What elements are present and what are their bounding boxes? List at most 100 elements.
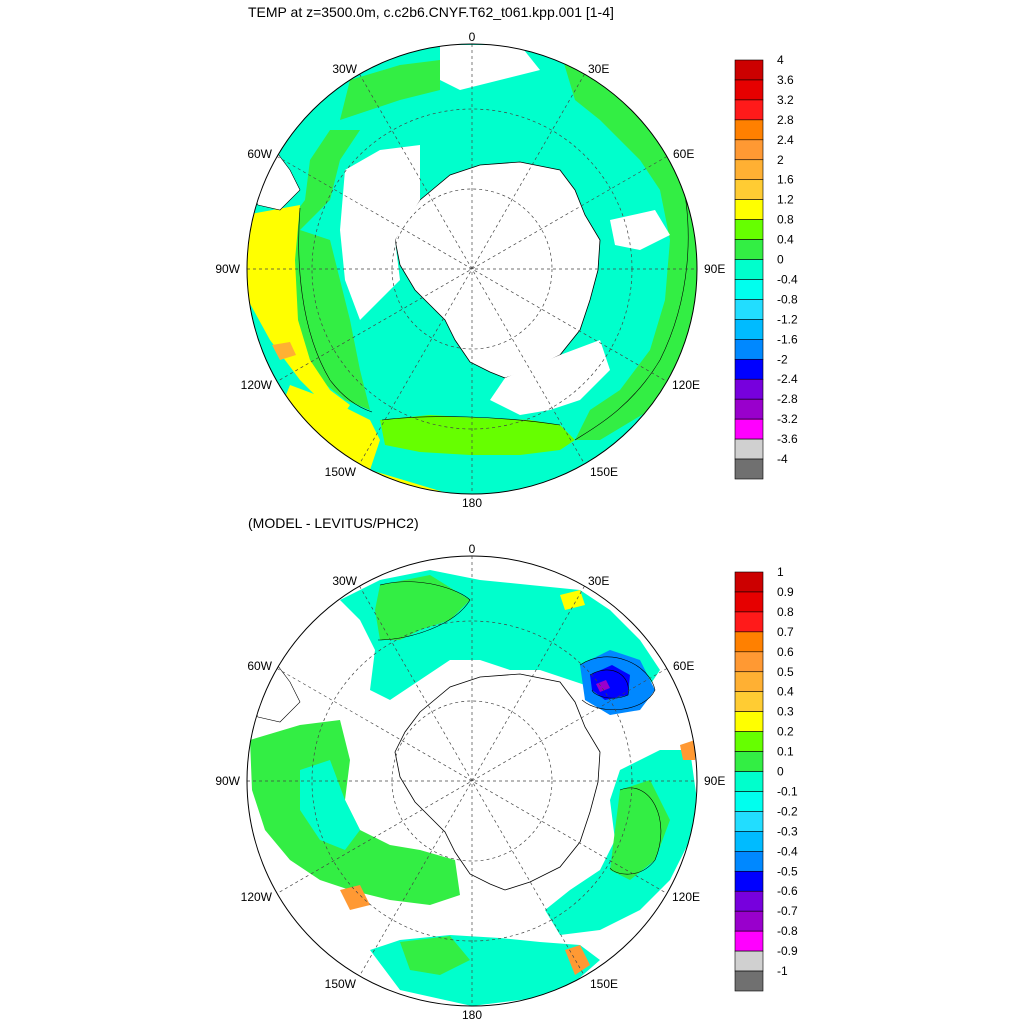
colorbar-swatch — [734, 99, 764, 121]
colorbar-swatch — [734, 691, 764, 712]
colorbar-swatch — [734, 418, 764, 440]
colorbar-swatch — [734, 378, 764, 400]
colorbar-label: 3.2 — [777, 93, 794, 107]
panel1-map-border — [246, 43, 698, 495]
panel1-nodata-north — [440, 45, 540, 90]
colorbar-swatch — [734, 651, 764, 673]
panel2-lon-label-30w: 30W — [332, 574, 357, 588]
panel2-map — [246, 555, 698, 1007]
panel2-green-region-north — [375, 575, 470, 640]
panel2-cyan-region-west — [300, 760, 360, 850]
colorbar-swatch — [734, 771, 764, 792]
colorbar-label: 0.3 — [777, 705, 794, 719]
colorbar-label: 2 — [777, 153, 784, 167]
panel1-lon-label-30w: 30W — [332, 62, 357, 76]
colorbar-label: 0.5 — [777, 665, 794, 679]
panel2-lon-label-30e: 30E — [588, 574, 609, 588]
panel2-green-region-west — [250, 720, 460, 905]
panel2-graticule — [247, 556, 697, 1006]
colorbar-swatch — [734, 438, 764, 460]
colorbar-label: 0.8 — [777, 605, 794, 619]
colorbar-label: -0.8 — [777, 292, 798, 306]
colorbar-swatch — [734, 950, 764, 972]
colorbar-swatch — [734, 199, 764, 220]
panel1-contour — [381, 416, 561, 426]
colorbar-swatch — [734, 611, 764, 633]
panel1-nodata-southeast — [490, 340, 610, 415]
colorbar-swatch — [734, 358, 764, 380]
panel1-lon-label-60w: 60W — [247, 147, 272, 161]
colorbar-label: 0 — [777, 253, 784, 267]
colorbar-label: -1.2 — [777, 312, 798, 326]
panel2-lon-label-180: 180 — [462, 1008, 482, 1022]
panel2-lon-label-150w: 150W — [325, 977, 357, 991]
colorbar-label: 0.6 — [777, 645, 794, 659]
colorbar-label: 4 — [777, 53, 784, 67]
panel1-nodata-east — [610, 210, 670, 250]
colorbar-label: -0.4 — [777, 844, 798, 858]
panel2-lon-label-60e: 60E — [673, 659, 694, 673]
colorbar-swatch — [734, 259, 764, 280]
panel1-lon-label-150w: 150W — [325, 465, 357, 479]
colorbar-label: 0.4 — [777, 233, 794, 247]
panel2-lon-label-60w: 60W — [247, 659, 272, 673]
colorbar-swatch — [734, 731, 764, 752]
panel2-longitude-labels: 0 30E 60E 90E 120E 150E 180 150W 120W 90… — [215, 542, 725, 1022]
panel2-orange-patch — [340, 885, 370, 910]
panel1-lon-label-0: 0 — [469, 30, 476, 44]
panel1-green-region-south — [380, 415, 575, 455]
colorbar-label: 3.6 — [777, 73, 794, 87]
panel2-antarctica — [394, 673, 601, 891]
panel2-yellow-patch — [560, 590, 585, 610]
colorbar-label: -0.3 — [777, 824, 798, 838]
colorbar-label: 1.2 — [777, 193, 794, 207]
colorbar-label: 2.4 — [777, 133, 794, 147]
colorbar-swatch — [734, 159, 764, 181]
colorbar-swatch — [734, 458, 764, 480]
panel1-nodata-west — [340, 145, 420, 320]
colorbar-label: -3.2 — [777, 412, 798, 426]
colorbar-swatch — [734, 851, 764, 872]
panel2-lon-label-90w: 90W — [215, 774, 240, 788]
panel1-orange-patch — [272, 342, 296, 360]
panel2-contour — [377, 581, 471, 641]
colorbar-label: -2 — [777, 352, 788, 366]
colorbar-swatch — [734, 299, 764, 320]
panel1-map — [246, 43, 698, 495]
panel1-lon-label-150e: 150E — [590, 465, 618, 479]
colorbar-label: 0.2 — [777, 725, 794, 739]
panel1-lon-label-120w: 120W — [241, 378, 273, 392]
colorbar-swatch — [734, 811, 764, 832]
colorbar-swatch — [734, 239, 764, 260]
panel1-lon-label-90e: 90E — [704, 262, 725, 276]
colorbar-swatch — [734, 791, 764, 812]
colorbar-label: 0.8 — [777, 213, 794, 227]
panel2-lon-label-120e: 120E — [672, 890, 700, 904]
colorbar-label: -0.7 — [777, 904, 798, 918]
colorbar-label: 0.9 — [777, 585, 794, 599]
panel1-lon-label-30e: 30E — [588, 62, 609, 76]
panel1-lon-label-180: 180 — [462, 496, 482, 510]
colorbar-label: -1 — [777, 964, 788, 978]
panel1-lon-label-60e: 60E — [673, 147, 694, 161]
colorbar-swatch — [734, 711, 764, 732]
colorbar-swatch — [734, 831, 764, 852]
colorbar-label: 1.6 — [777, 173, 794, 187]
panel1-title: TEMP at z=3500.0m, c.c2b6.CNYF.T62_t061.… — [248, 4, 614, 20]
panel2-lon-label-0: 0 — [469, 542, 476, 556]
panel1-longitude-labels: 0 30E 60E 90E 120E 150E 180 150W 120W 90… — [215, 30, 725, 510]
panel2-lon-label-120w: 120W — [241, 890, 273, 904]
colorbar-label: -2.8 — [777, 392, 798, 406]
panel1-green-region-west — [290, 130, 370, 410]
colorbar-label: -0.6 — [777, 884, 798, 898]
colorbar-label: -3.6 — [777, 432, 798, 446]
colorbar-swatch — [734, 890, 764, 912]
panel2-lon-label-150e: 150E — [590, 977, 618, 991]
colorbar-swatch — [734, 339, 764, 360]
colorbar-swatch — [734, 398, 764, 420]
panel1-green-region-north — [340, 60, 440, 120]
colorbar-swatch — [734, 970, 764, 992]
colorbar-label: -0.2 — [777, 804, 798, 818]
colorbar-label: -0.4 — [777, 272, 798, 286]
colorbar-label: 1 — [777, 565, 784, 579]
